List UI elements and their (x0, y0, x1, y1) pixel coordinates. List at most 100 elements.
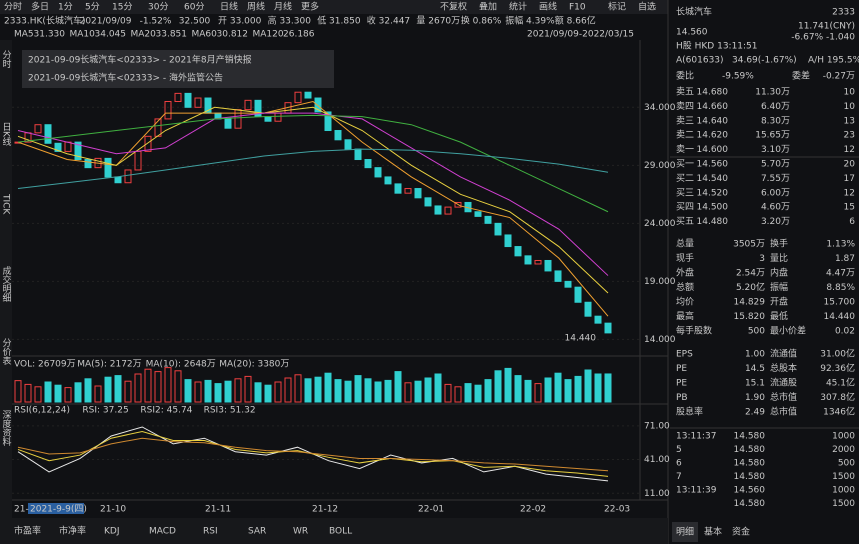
volume-bar (74, 382, 82, 403)
toolbar-tab[interactable]: 日线 (220, 1, 238, 13)
a-share: A(601633) (676, 56, 724, 66)
stat-value: 15.820 (734, 312, 766, 322)
side-tab[interactable]: TICK (1, 193, 11, 215)
toolbar-tab[interactable]: 分时 (4, 1, 22, 13)
toolbar-tab[interactable]: 5分 (85, 2, 100, 13)
side-tab[interactable]: 日K线 (1, 122, 12, 146)
candle (244, 99, 252, 111)
candle (334, 130, 342, 141)
bottom-tab[interactable]: RSI (203, 527, 218, 537)
toolbar-tab[interactable]: 30分 (148, 2, 168, 13)
toolbar-tab[interactable]: 1分 (58, 2, 73, 13)
bottom-tab[interactable]: MACD (149, 527, 176, 537)
bottom-tab[interactable]: WR (293, 527, 308, 537)
book-price: 14.600 (697, 145, 729, 155)
trade-time: 5 (676, 445, 682, 455)
volume-bar (144, 368, 152, 403)
trade-price: 14.580 (734, 499, 766, 509)
toolbar-tool[interactable]: 自选 (638, 1, 656, 13)
volume-bar (324, 372, 332, 403)
trade-price: 14.580 (734, 432, 766, 442)
toolbar-tab[interactable]: 月线 (274, 1, 292, 13)
toolbar-tool[interactable]: 不复权 (440, 1, 467, 13)
candle (504, 234, 512, 248)
stat-label: PE (676, 364, 687, 374)
stat-value: 14.5 (745, 364, 765, 374)
candle (484, 215, 492, 224)
volume-bar (14, 380, 22, 403)
bottom-tab[interactable]: KDJ (104, 527, 120, 537)
candle (424, 197, 432, 207)
toolbar-tool[interactable]: 统计 (509, 1, 527, 13)
candle (144, 135, 152, 152)
panel-tab[interactable]: 明细 (676, 526, 694, 538)
candle (314, 97, 322, 113)
bottom-tab[interactable]: 市盈率 (14, 525, 41, 537)
bottom-tab[interactable]: 市净率 (59, 525, 86, 537)
stat-label: PB (676, 393, 688, 403)
candle (364, 159, 372, 169)
volume-bar (414, 380, 422, 403)
book-label: 卖一 (676, 144, 694, 155)
stat-label: 最低 (770, 310, 788, 322)
candle (304, 91, 312, 99)
stat-value: 1.13% (826, 240, 855, 250)
rsi-legend: RSI3: 51.32 (204, 406, 256, 416)
stat-value: 92.36亿 (820, 362, 855, 374)
book-label: 卖五 (676, 87, 694, 98)
date-label: 21-12 (312, 505, 338, 515)
toolbar-tool[interactable]: 画线 (539, 1, 557, 13)
candle (564, 280, 572, 288)
event-note[interactable]: 2021-09-09长城汽车<02333> - 海外监管公告 (28, 72, 223, 84)
volume-bar (234, 378, 242, 403)
book-price: 14.660 (697, 102, 729, 112)
toolbar-tab[interactable]: 更多 (301, 1, 319, 13)
panel-tab[interactable]: 资金 (732, 526, 750, 538)
y-tick-label: 41.00 (644, 455, 670, 465)
candle (454, 201, 462, 208)
candle (604, 322, 612, 334)
side-tab[interactable]: 分时 (1, 50, 12, 68)
rsi-legend: RSI(6,12,24) (14, 406, 70, 416)
volume-bar (404, 382, 412, 403)
panel-tab[interactable]: 基本 (704, 526, 722, 538)
book-volume: 3.20万 (761, 217, 790, 227)
book-volume: 8.30万 (761, 116, 790, 126)
bottom-tab[interactable]: BOLL (329, 527, 352, 537)
volume-legend: VOL: 26709万 (14, 360, 76, 370)
volume-bar (564, 379, 572, 403)
trade-volume: 1500 (832, 499, 855, 509)
volume-bar (124, 380, 132, 403)
bottom-tab[interactable]: SAR (248, 527, 266, 537)
toolbar-tab[interactable]: 15分 (112, 2, 132, 13)
stat-label: 总额 (676, 281, 694, 293)
book-label: 买五 (676, 216, 694, 227)
stat-label: 流通值 (770, 348, 797, 360)
book-label: 卖二 (676, 130, 694, 141)
toolbar-bg (0, 0, 668, 14)
side-tab[interactable]: 成交明细 (1, 265, 12, 302)
candle (434, 205, 442, 215)
toolbar-tool[interactable]: 叠加 (479, 2, 497, 13)
toolbar-tab[interactable]: 周线 (247, 1, 265, 13)
book-volume: 6.00万 (761, 188, 790, 198)
toolbar-tool[interactable]: F10 (569, 3, 586, 13)
side-tab[interactable]: 深度资料 (1, 410, 12, 447)
toolbar-tab[interactable]: 60分 (184, 2, 204, 13)
info-item: 振幅 4.39% (505, 15, 555, 27)
ma-line (17, 112, 609, 276)
volume-bar (54, 384, 62, 403)
trade-price: 14.580 (734, 472, 766, 482)
volume-bar (464, 383, 472, 403)
side-tab[interactable]: 分价表 (1, 338, 12, 366)
tab-bg (672, 522, 698, 542)
info-item: 高 33.300 (268, 15, 312, 27)
candle (524, 255, 532, 265)
stat-value: 1.90 (745, 393, 765, 403)
candle (584, 301, 592, 317)
trade-price: 14.580 (734, 445, 766, 455)
toolbar-tool[interactable]: 标记 (608, 1, 626, 13)
candle (574, 286, 582, 303)
event-note[interactable]: 2021-09-09长城汽车<02333> - 2021年8月产销快报 (28, 54, 252, 66)
toolbar-tab[interactable]: 多日 (31, 1, 49, 13)
